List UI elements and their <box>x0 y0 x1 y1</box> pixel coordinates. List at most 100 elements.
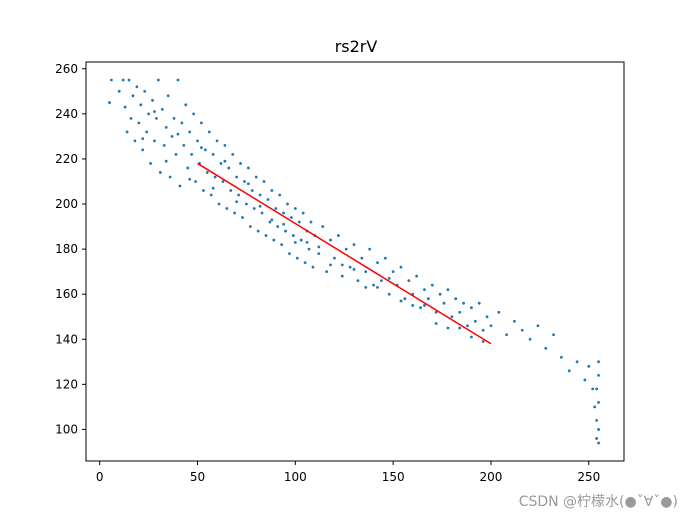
y-tick-label: 200 <box>55 197 78 211</box>
scatter-point <box>141 148 145 152</box>
y-tick-label: 160 <box>55 287 78 301</box>
scatter-point <box>303 261 307 265</box>
scatter-point <box>188 177 192 181</box>
scatter-point <box>143 89 147 93</box>
scatter-point <box>391 270 395 274</box>
scatter-point <box>288 252 291 256</box>
x-tick-label: 0 <box>96 470 104 484</box>
scatter-point <box>325 270 329 274</box>
scatter-point <box>595 419 599 422</box>
y-tick-label: 100 <box>55 422 78 436</box>
scatter-point <box>256 229 260 233</box>
scatter-point <box>229 189 233 192</box>
scatter-point <box>336 234 340 237</box>
scatter-point <box>231 153 235 156</box>
scatter-point <box>485 315 489 319</box>
scatter-point <box>260 211 264 215</box>
scatter-point <box>180 121 184 125</box>
scatter-point <box>258 193 262 197</box>
scatter-point <box>215 139 219 143</box>
scatter-point <box>235 175 239 179</box>
scatter-point <box>125 130 129 134</box>
scatter-point <box>168 175 172 179</box>
scatter-point <box>272 238 276 242</box>
scatter-point <box>321 225 325 228</box>
scatter-point <box>364 270 368 274</box>
scatter-point <box>489 324 493 328</box>
scatter-point <box>276 225 280 228</box>
scatter-point <box>131 94 135 98</box>
scatter-point <box>127 78 131 82</box>
scatter-point <box>340 263 344 267</box>
scatter-point <box>182 144 186 147</box>
scatter-point <box>423 288 426 292</box>
scatter-point <box>184 103 188 107</box>
scatter-point <box>387 292 391 296</box>
scatter-point <box>194 180 197 183</box>
scatter-point <box>147 112 151 116</box>
scatter-point <box>246 166 250 170</box>
scatter-point <box>268 220 272 224</box>
scatter-point <box>248 225 252 228</box>
fit-line-layer <box>197 162 492 345</box>
scatter-point <box>156 78 160 82</box>
scatter-point <box>597 360 600 364</box>
scatter-point <box>356 279 360 283</box>
scatter-point <box>470 335 473 339</box>
points-layer <box>108 78 600 445</box>
scatter-point <box>178 184 182 188</box>
scatter-point <box>383 256 387 260</box>
scatter-point <box>121 78 125 82</box>
scatter-point <box>399 265 403 269</box>
scatter-point <box>591 387 595 391</box>
scatter-point <box>333 256 336 260</box>
scatter-point <box>291 234 295 237</box>
scatter-point <box>153 110 156 113</box>
scatter-point <box>360 256 364 260</box>
y-tick-label: 180 <box>55 242 78 256</box>
scatter-point <box>597 441 600 445</box>
scatter-point <box>520 328 524 332</box>
scatter-point <box>282 211 285 215</box>
scatter-point <box>201 189 205 192</box>
scatter-point <box>219 162 223 165</box>
scatter-point <box>454 297 458 301</box>
scatter-point <box>284 229 287 233</box>
scatter-point <box>233 211 237 215</box>
scatter-point <box>293 240 297 244</box>
scatter-point <box>466 324 469 328</box>
scatter-point <box>239 162 242 165</box>
scatter-point <box>462 301 465 305</box>
scatter-point <box>164 125 168 129</box>
scatter-point <box>329 263 332 267</box>
scatter-point <box>295 256 299 260</box>
scatter-point <box>108 101 111 104</box>
scatter-point <box>223 159 227 163</box>
y-axis: 100 120 140 160 180 200 220 240 260 <box>55 62 86 436</box>
scatter-point <box>164 159 168 163</box>
scatter-point <box>430 283 434 287</box>
y-tick-label: 240 <box>55 107 78 121</box>
scatter-point <box>595 437 599 440</box>
scatter-point <box>158 171 162 174</box>
scatter-point <box>192 112 196 116</box>
scatter-point <box>262 180 266 183</box>
scatter-point <box>513 319 516 323</box>
chart-title: rs2rV <box>335 37 378 56</box>
scatter-point <box>196 139 199 143</box>
scatter-point <box>123 105 127 109</box>
scatter-point <box>245 202 248 206</box>
scatter-point <box>221 180 225 183</box>
scatter-point <box>597 400 600 404</box>
fit-line <box>197 162 492 345</box>
y-tick-label: 260 <box>55 62 78 76</box>
scatter-point <box>505 333 509 337</box>
scatter-point <box>186 166 190 170</box>
scatter-point <box>227 166 231 170</box>
scatter-point <box>237 193 241 197</box>
scatter-point <box>575 360 579 364</box>
scatter-point <box>399 299 403 303</box>
scatter-point <box>376 261 379 265</box>
scatter-point <box>166 94 170 98</box>
